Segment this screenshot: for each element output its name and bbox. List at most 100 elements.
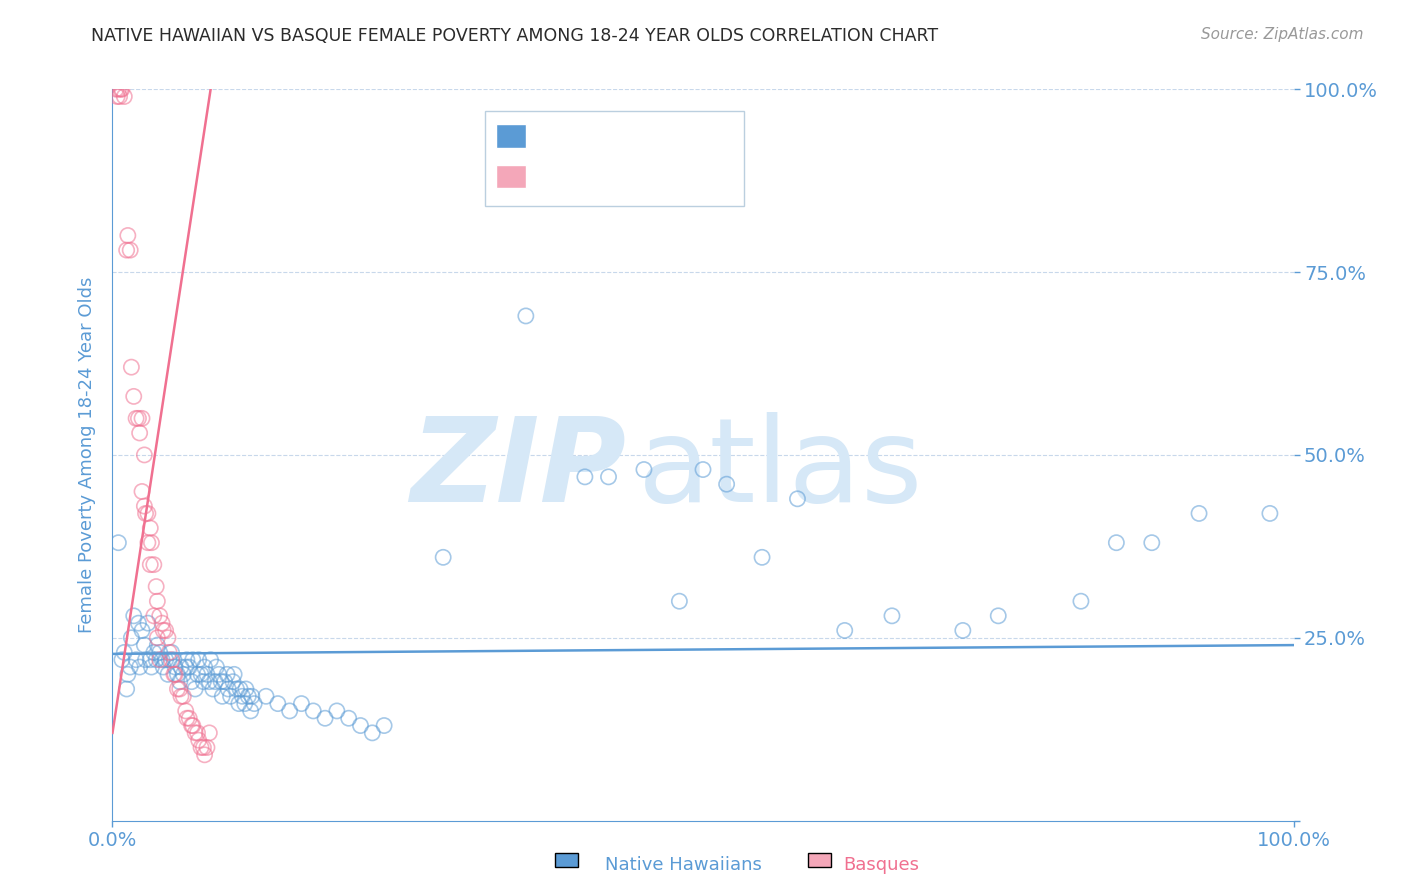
Point xyxy=(1140,535,1163,549)
Text: Basques: Basques xyxy=(844,856,920,874)
Point xyxy=(134,448,156,462)
Point xyxy=(136,507,159,521)
Point xyxy=(184,726,207,740)
Point xyxy=(146,594,169,608)
Text: 57: 57 xyxy=(685,164,713,183)
Point xyxy=(115,243,138,257)
Point xyxy=(160,653,183,667)
Point xyxy=(111,653,134,667)
Point xyxy=(157,653,180,667)
Point xyxy=(127,616,149,631)
Text: Source: ZipAtlas.com: Source: ZipAtlas.com xyxy=(1201,27,1364,42)
Point xyxy=(165,660,187,674)
Point xyxy=(135,507,157,521)
Point xyxy=(432,550,454,565)
Point xyxy=(215,667,238,681)
Point xyxy=(157,645,180,659)
Point xyxy=(172,690,194,704)
Point xyxy=(1258,507,1281,521)
Point xyxy=(112,89,135,103)
Point xyxy=(128,660,150,674)
Point xyxy=(169,681,191,696)
Point xyxy=(127,411,149,425)
Point xyxy=(326,704,349,718)
Point xyxy=(131,624,153,638)
Point xyxy=(139,521,162,535)
Point xyxy=(166,667,188,681)
Point xyxy=(229,681,252,696)
Text: N =: N = xyxy=(644,164,688,183)
Point xyxy=(131,484,153,499)
Point xyxy=(198,674,221,689)
Point xyxy=(120,360,142,375)
Point xyxy=(145,580,167,594)
Point xyxy=(235,681,257,696)
Point xyxy=(195,740,218,755)
Point xyxy=(150,653,173,667)
Point xyxy=(115,681,138,696)
Point xyxy=(163,653,186,667)
Point xyxy=(122,608,145,623)
Point xyxy=(146,631,169,645)
Point xyxy=(179,660,201,674)
Point xyxy=(135,653,157,667)
Point xyxy=(176,653,198,667)
Point xyxy=(112,645,135,659)
Point xyxy=(211,690,233,704)
Point xyxy=(633,462,655,476)
Point xyxy=(186,667,208,681)
Point xyxy=(125,411,148,425)
Point xyxy=(238,690,260,704)
Point xyxy=(278,704,301,718)
Point xyxy=(692,462,714,476)
Point xyxy=(228,697,250,711)
Point xyxy=(193,740,215,755)
Point xyxy=(160,645,183,659)
Point xyxy=(120,631,142,645)
Point xyxy=(786,491,808,506)
Point xyxy=(239,704,262,718)
Point xyxy=(176,711,198,725)
Point xyxy=(149,645,172,659)
Point xyxy=(146,638,169,652)
Point xyxy=(219,690,242,704)
Point xyxy=(128,425,150,440)
Point xyxy=(240,690,263,704)
Point xyxy=(108,89,131,103)
Point xyxy=(598,470,620,484)
Point xyxy=(231,690,253,704)
Point xyxy=(149,608,172,623)
Point xyxy=(243,697,266,711)
Point xyxy=(141,660,163,674)
Point xyxy=(142,645,165,659)
Point xyxy=(134,499,156,513)
Point xyxy=(208,667,231,681)
Point xyxy=(267,697,290,711)
Point xyxy=(201,681,224,696)
Point xyxy=(254,690,277,704)
Point xyxy=(142,558,165,572)
Point xyxy=(122,389,145,403)
Point xyxy=(156,667,179,681)
Point xyxy=(141,535,163,549)
Point xyxy=(117,228,139,243)
Point xyxy=(155,624,177,638)
Point xyxy=(195,667,218,681)
Point xyxy=(233,697,256,711)
Point xyxy=(186,726,208,740)
Point xyxy=(187,653,209,667)
Point xyxy=(716,477,738,491)
Text: ZIP: ZIP xyxy=(411,412,626,527)
Point xyxy=(184,681,207,696)
Point xyxy=(181,718,204,732)
Point xyxy=(204,674,226,689)
Point xyxy=(222,674,245,689)
Point xyxy=(224,667,246,681)
Point xyxy=(337,711,360,725)
Point xyxy=(314,711,336,725)
Text: R =: R = xyxy=(534,124,576,143)
Point xyxy=(172,667,194,681)
Text: 0.579: 0.579 xyxy=(582,164,644,183)
Point xyxy=(194,660,217,674)
Text: 99: 99 xyxy=(685,124,713,143)
